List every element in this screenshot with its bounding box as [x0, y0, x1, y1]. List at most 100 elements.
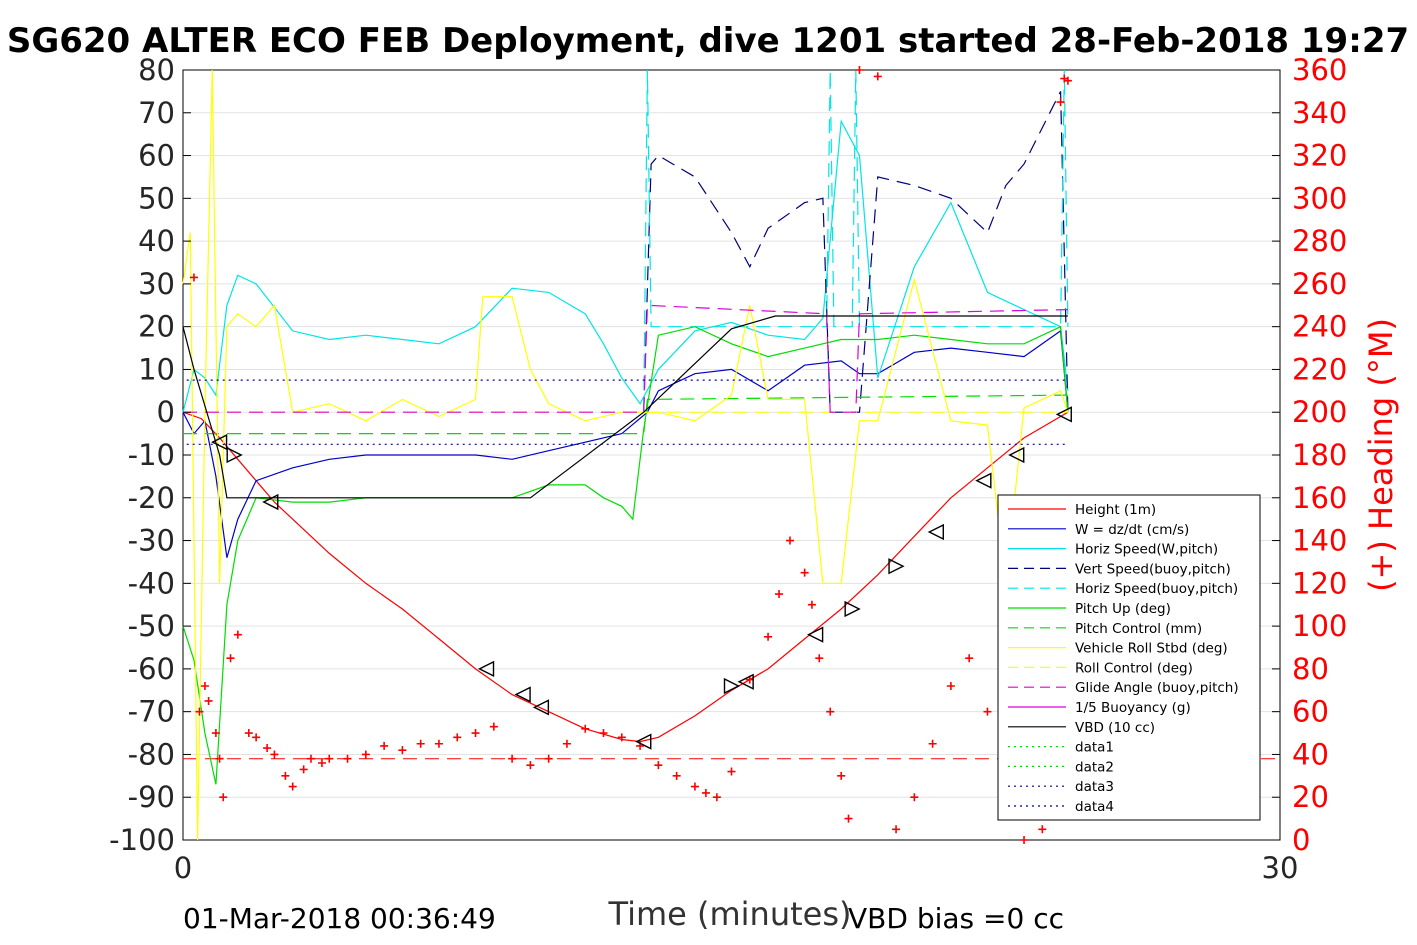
- y-tick-label: 0: [157, 395, 175, 429]
- legend-label-9: Glide Angle (buoy,pitch): [1075, 680, 1239, 696]
- y2-tick-label: 60: [1292, 695, 1329, 729]
- y-tick-label: 10: [138, 352, 175, 386]
- y2-axis-label: (+) Heading (°M): [1362, 318, 1400, 592]
- y2-tick-label: 100: [1292, 609, 1347, 643]
- heading-marker: [983, 707, 992, 716]
- heading-marker: [204, 696, 213, 705]
- legend-label-11: VBD (10 cc): [1075, 720, 1155, 736]
- y-tick-label: -20: [128, 481, 175, 515]
- x-axis-label: Time (minutes): [608, 895, 852, 933]
- triangle-marker: [844, 600, 861, 618]
- heading-marker: [617, 733, 626, 742]
- y-axis-right: 3603403203002802602402202001801601401201…: [1272, 53, 1347, 857]
- heading-marker: [263, 744, 272, 753]
- heading-marker: [471, 729, 480, 738]
- legend-label-3: Vert Speed(buoy,pitch): [1075, 561, 1231, 577]
- triangle-marker: [737, 673, 754, 690]
- heading-marker: [837, 771, 846, 780]
- y2-tick-label: 140: [1292, 524, 1347, 558]
- x-axis: 0 30: [174, 851, 1299, 885]
- y2-tick-label: 340: [1292, 96, 1347, 130]
- y-tick-label: 70: [138, 96, 175, 130]
- series-line-5: [182, 325, 1069, 785]
- heading-marker: [1056, 98, 1065, 107]
- chart-title: SG620 ALTER ECO FEB Deployment, dive 120…: [7, 21, 1409, 61]
- y-tick-label: -100: [109, 823, 175, 857]
- heading-marker: [672, 771, 681, 780]
- heading-marker: [562, 739, 571, 748]
- series-line-1: [182, 329, 1069, 558]
- heading-marker: [965, 654, 974, 663]
- heading-marker: [195, 707, 204, 716]
- heading-marker: [712, 793, 721, 802]
- heading-marker: [910, 793, 919, 802]
- heading-marker: [211, 729, 220, 738]
- heading-marker: [317, 759, 326, 767]
- series-line-3: [643, 91, 1069, 413]
- series-line-2: [182, 119, 1069, 413]
- triangle-marker: [723, 677, 741, 695]
- heading-marker: [380, 741, 389, 750]
- triangle-markers: [211, 406, 1072, 750]
- legend: Height (1m) W = dz/dt (cm/s) Horiz Speed(W…: [997, 494, 1261, 821]
- heading-marker: [1020, 836, 1029, 844]
- y-tick-label: -80: [128, 737, 175, 771]
- y-tick-label: 20: [138, 310, 175, 344]
- heading-marker: [200, 682, 209, 690]
- y2-tick-label: 0: [1292, 823, 1310, 857]
- legend-label-2: Horiz Speed(W,pitch): [1075, 542, 1218, 558]
- heading-marker: [826, 707, 835, 716]
- heading-marker: [892, 825, 901, 834]
- y2-tick-label: 360: [1292, 53, 1347, 87]
- x-tick-label: 30: [1262, 851, 1299, 885]
- heading-marker: [299, 765, 308, 774]
- heading-marker: [398, 746, 407, 755]
- y-tick-label: -10: [128, 438, 175, 472]
- heading-marker: [807, 600, 816, 609]
- heading-marker: [1063, 76, 1072, 85]
- heading-marker: [690, 782, 699, 791]
- heading-markers: [189, 66, 1072, 844]
- heading-marker: [306, 754, 315, 763]
- y-tick-label: 80: [138, 53, 175, 87]
- legend-label-6: Pitch Control (mm): [1075, 621, 1202, 637]
- heading-marker: [844, 814, 853, 823]
- heading-marker: [727, 767, 736, 776]
- heading-marker: [800, 568, 809, 577]
- heading-marker: [508, 754, 517, 763]
- y2-tick-label: 260: [1292, 267, 1347, 301]
- y2-tick-label: 80: [1292, 652, 1329, 686]
- y-tick-label: 40: [138, 224, 175, 258]
- legend-label-13: data2: [1075, 759, 1114, 775]
- legend-label-1: W = dz/dt (cm/s): [1075, 522, 1189, 538]
- heading-marker: [775, 590, 784, 599]
- heading-marker: [489, 722, 498, 731]
- legend-label-12: data1: [1075, 740, 1114, 756]
- legend-label-4: Horiz Speed(buoy,pitch): [1075, 581, 1238, 597]
- series-line-9: [183, 304, 1068, 413]
- legend-label-5: Pitch Up (deg): [1075, 601, 1171, 617]
- series-line-4: [643, 69, 1069, 413]
- series-line-6: [183, 394, 1068, 435]
- y2-tick-label: 180: [1292, 438, 1347, 472]
- y-tick-label: -60: [128, 652, 175, 686]
- triangle-marker: [262, 493, 279, 511]
- triangle-marker: [477, 660, 495, 678]
- legend-label-7: Vehicle Roll Stbd (deg): [1075, 641, 1228, 657]
- heading-marker: [855, 66, 864, 74]
- series-line-11: [182, 315, 1068, 499]
- heading-marker: [946, 682, 955, 690]
- y-tick-label: -40: [128, 566, 175, 600]
- triangle-marker: [1008, 446, 1025, 464]
- heading-marker: [219, 793, 228, 802]
- triangle-marker: [532, 699, 550, 716]
- legend-label-15: data4: [1075, 799, 1114, 815]
- triangle-marker: [226, 446, 243, 464]
- triangle-marker: [1055, 406, 1072, 423]
- y2-tick-label: 20: [1292, 780, 1329, 814]
- heading-marker: [244, 729, 253, 738]
- heading-marker: [233, 630, 242, 639]
- triangle-marker: [975, 472, 992, 489]
- heading-marker: [270, 750, 279, 759]
